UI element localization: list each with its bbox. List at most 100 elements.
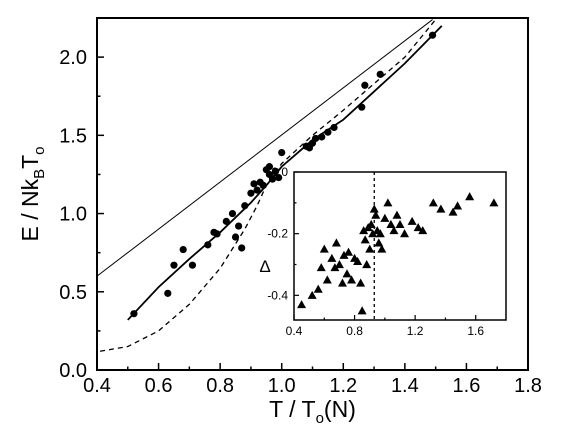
data-point-triangle (375, 229, 385, 238)
main-x-tick-label: 1.4 (391, 375, 419, 397)
main-x-tick-label: 0.4 (83, 375, 111, 397)
inset-background (294, 172, 506, 320)
data-point-triangle (347, 275, 357, 284)
data-point-triangle (377, 244, 387, 253)
data-point-circle (250, 180, 258, 188)
x-axis-label-suffix: (N) (324, 396, 356, 422)
data-point-triangle (337, 278, 347, 287)
data-point-triangle (428, 198, 438, 207)
inset-series-layer (297, 172, 499, 320)
data-point-triangle (366, 219, 376, 229)
data-point-triangle (360, 235, 370, 244)
data-point-triangle (359, 226, 369, 235)
data-point-triangle (400, 229, 410, 238)
y-axis-label-sub-o: o (31, 146, 48, 154)
data-point-circle (204, 241, 212, 249)
main-series-layer (96, 19, 443, 352)
data-point-triangle (371, 210, 381, 219)
y-axis-label: E / NkBTo (17, 146, 48, 241)
data-point-triangle (448, 207, 458, 216)
data-point-circle (253, 186, 261, 194)
data-point-triangle (365, 244, 375, 253)
inset-plot: 0.4 0.8 1.2 1.6 0.0 -0.2 -0.4 Δ (259, 165, 507, 338)
data-point-triangle (339, 250, 349, 259)
inset-y-tick-label: -0.2 (267, 227, 288, 241)
y-axis-label-text: E / Nk (17, 178, 43, 241)
inset-x-tick-label: 0.8 (346, 324, 363, 338)
data-point-triangle (342, 269, 352, 278)
inset-x-tick-label: 1.2 (407, 324, 424, 338)
data-point-triangle (489, 198, 499, 207)
data-point-triangle (344, 247, 354, 256)
x-axis-label-text: T / T (269, 396, 315, 422)
inset-y-tick-label: 0.0 (271, 165, 288, 179)
main-x-tick-label: 0.8 (206, 375, 234, 397)
main-y-tick-label: 0.5 (59, 282, 87, 304)
data-point-circle (330, 123, 338, 132)
data-point-circle (222, 217, 230, 225)
data-point-circle (247, 189, 255, 197)
data-point-circle (235, 222, 243, 230)
data-point-circle (179, 245, 187, 254)
data-point-triangle (368, 229, 378, 238)
data-point-triangle (322, 275, 332, 284)
data-point-circle (361, 81, 369, 89)
data-point-circle (228, 209, 237, 218)
data-point-circle (305, 144, 314, 152)
data-point-triangle (383, 198, 393, 207)
data-point-triangle (392, 210, 402, 219)
main-y-tick-label: 1.0 (59, 204, 87, 226)
data-point-triangle (316, 263, 326, 272)
data-point-triangle (327, 253, 337, 262)
data-point-circle (265, 170, 273, 179)
data-point-circle (238, 244, 246, 252)
data-point-triangle (465, 192, 475, 201)
inset-y-axis-label: Δ (259, 257, 270, 276)
x-axis-label: T / To(N) (269, 396, 356, 427)
inset-plot-frame (293, 171, 507, 321)
data-point-triangle (418, 226, 428, 235)
main-x-tick-label: 1.2 (329, 375, 357, 397)
data-point-triangle (307, 290, 317, 299)
data-point-triangle (356, 278, 366, 287)
reference-line-thin (96, 19, 433, 277)
data-point-circle (231, 233, 240, 241)
fit-line-solid (127, 25, 443, 321)
data-point-triangle (353, 256, 363, 266)
inset-x-tick-label: 1.6 (467, 324, 484, 338)
data-point-triangle (330, 263, 340, 272)
inset-y-tick-label: -0.4 (267, 288, 288, 302)
data-point-triangle (395, 219, 405, 229)
y-axis-label-t: T (17, 155, 43, 169)
data-point-circle (278, 148, 286, 157)
main-plot: 0.4 0.6 0.8 1.0 1.2 1.4 1.6 1.80.00.51.01.52.0 … (17, 17, 542, 427)
data-point-circle (164, 289, 172, 297)
data-point-triangle (413, 223, 423, 232)
main-y-tick-label: 1.5 (59, 125, 87, 147)
data-point-triangle (357, 306, 367, 315)
main-y-tick-label: 0.0 (59, 360, 87, 382)
data-point-triangle (380, 213, 390, 222)
data-point-triangle (331, 238, 341, 247)
data-point-triangle (334, 260, 344, 269)
data-point-circle (188, 261, 197, 269)
data-point-triangle (313, 284, 323, 293)
theory-line-dashed (99, 19, 437, 352)
main-x-tick-label: 1.6 (453, 375, 481, 397)
x-axis-label-sub: o (316, 410, 324, 427)
y-axis-label-sub-b: B (31, 169, 48, 179)
main-x-tick-label: 1.8 (514, 375, 542, 397)
data-point-triangle (362, 260, 372, 269)
main-y-tick-label: 2.0 (59, 47, 87, 69)
main-x-tick-label: 0.6 (145, 375, 173, 397)
data-point-triangle (297, 300, 307, 309)
main-axes: 0.4 0.6 0.8 1.0 1.2 1.4 1.6 1.8 0.0 0.5 1.0 1.5 2.0 (59, 47, 542, 397)
data-point-triangle (386, 219, 396, 229)
data-point-triangle (436, 204, 446, 213)
main-x-tick-label: 1.0 (268, 375, 296, 397)
data-point-circle (170, 261, 178, 269)
data-point-circle (265, 163, 273, 171)
data-point-triangle (389, 226, 399, 235)
data-point-triangle (374, 238, 384, 247)
